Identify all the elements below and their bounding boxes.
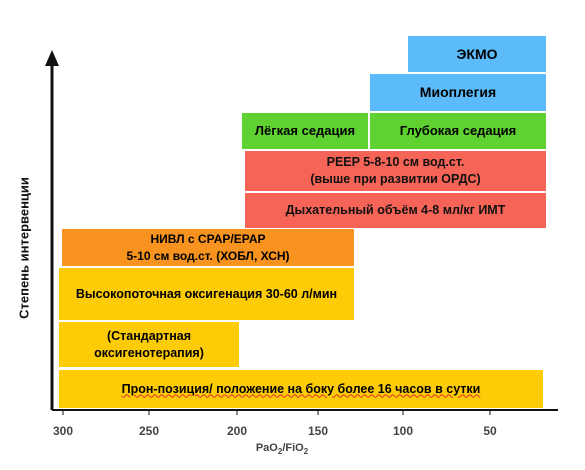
x-axis-label-fio: /FiO xyxy=(282,442,304,454)
x-axis-label-sub1: 2 xyxy=(277,447,283,457)
hfno-label: Высокопоточная оксигенация 30-60 л/мин xyxy=(75,286,338,301)
light-sedation-label: Лёгкая седация xyxy=(254,123,356,139)
deep-sedation-box: Глубокая седация xyxy=(370,113,546,149)
niv-label-line1: НИВЛ с CPAP/EPAP xyxy=(150,232,266,247)
standard-oxygen-box: (Стандартная оксигенотерапия) xyxy=(59,322,239,367)
peep-box: PEEP 5-8-10 см вод.ст. (выше при развити… xyxy=(245,151,546,191)
x-tick-label-100: 100 xyxy=(392,424,414,438)
x-tick-label-250: 250 xyxy=(138,424,160,438)
niv-box: НИВЛ с CPAP/EPAP 5-10 см вод.ст. (ХОБЛ, … xyxy=(62,229,354,266)
x-axis-label-pao: PaO xyxy=(255,442,278,454)
x-axis-label-sub2: 2 xyxy=(303,447,309,457)
x-axis-label: PaO2/FiO2 xyxy=(256,442,308,456)
deep-sedation-label: Глубокая седация xyxy=(399,123,517,139)
y-axis-arrow xyxy=(45,50,59,66)
prone-position-label: Прон-позиция/ положение на боку более 16… xyxy=(121,381,481,396)
y-axis-label: Степень интервенции xyxy=(16,177,32,319)
light-sedation-box: Лёгкая седация xyxy=(242,113,368,149)
niv-label-line2: 5-10 см вод.ст. (ХОБЛ, ХСН) xyxy=(126,248,290,263)
ecmo-box: ЭКМО xyxy=(408,36,546,72)
hfno-box: Высокопоточная оксигенация 30-60 л/мин xyxy=(59,268,354,320)
x-tick-label-300: 300 xyxy=(52,424,74,438)
peep-label-line1: PEEP 5-8-10 см вод.ст. xyxy=(326,155,465,170)
prone-position-box: Прон-позиция/ положение на боку более 16… xyxy=(59,370,543,408)
tidal-volume-label: Дыхательный объём 4-8 мл/кг ИМТ xyxy=(285,203,506,218)
ecmo-label: ЭКМО xyxy=(456,45,498,62)
tidal-volume-box: Дыхательный объём 4-8 мл/кг ИМТ xyxy=(245,193,546,228)
myoplegia-box: Миоплегия xyxy=(370,74,546,111)
x-tick-label-50: 50 xyxy=(483,424,497,438)
standard-oxygen-label-line2: оксигенотерапия) xyxy=(94,345,204,360)
standard-oxygen-label-line1: (Стандартная xyxy=(106,328,192,343)
peep-label-line2: (выше при развитии ОРДС) xyxy=(310,172,481,186)
myoplegia-label: Миоплегия xyxy=(419,84,497,101)
x-tick-label-150: 150 xyxy=(307,424,329,438)
x-tick-label-200: 200 xyxy=(226,424,248,438)
